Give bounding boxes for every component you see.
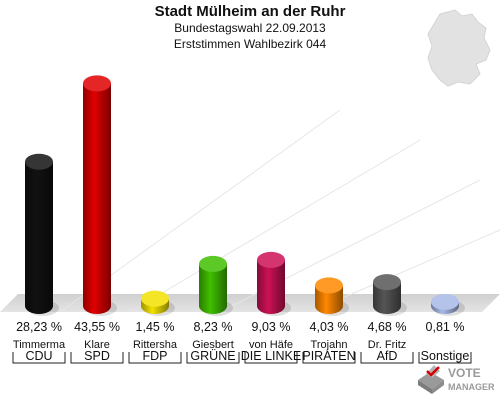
chart-subtitle-2: Erststimmen Wahlbezirk 044 (173, 37, 327, 51)
watermark-logo: VOTE MANAGER (418, 365, 495, 394)
party-bracket (12, 352, 66, 364)
party-label-group: CDU (12, 349, 66, 364)
candidate-label: Dr. Fritz (368, 339, 407, 351)
bar-afd (373, 274, 407, 316)
candidate-label: von Häfe (249, 339, 293, 351)
party-label: CDU (25, 349, 52, 363)
candidate-label: Trojahn (311, 339, 348, 351)
party-bracket (128, 352, 182, 364)
candidate-label: Rittersha (133, 339, 178, 351)
value-label: 9,03 % (252, 320, 291, 334)
ballot-box-icon (418, 365, 444, 394)
watermark-line2: MANAGER (448, 382, 495, 392)
bar-sonstige (431, 293, 465, 316)
candidate-label: Giesbert (192, 339, 234, 351)
value-label: 1,45 % (136, 320, 175, 334)
party-label: FDP (143, 349, 168, 363)
watermark-line1: VOTE (448, 366, 481, 380)
party-label: PIRATEN (302, 349, 355, 363)
party-label-group: PIRATEN (302, 349, 356, 364)
chart-subtitle: Bundestagswahl 22.09.2013 (174, 21, 326, 35)
party-bracket (244, 352, 298, 364)
value-label: 4,03 % (310, 320, 349, 334)
germany-map-icon (427, 9, 491, 87)
party-label-group: FDP (128, 349, 182, 364)
bar-fdp (141, 290, 175, 316)
party-label-group: SPD (70, 349, 124, 364)
value-label: 43,55 % (74, 320, 120, 334)
party-label-group: GRÜNE (186, 349, 240, 364)
bar-die-linke (257, 251, 291, 316)
bar-grüne (199, 255, 233, 316)
value-label: 0,81 % (426, 320, 465, 334)
party-label: SPD (84, 349, 110, 363)
value-label: 8,23 % (194, 320, 233, 334)
candidate-label: Klare (84, 339, 110, 351)
party-bracket (302, 352, 356, 364)
party-bracket (360, 352, 414, 364)
party-label: DIE LINKE (241, 349, 301, 363)
party-label: GRÜNE (190, 349, 235, 363)
chart-title: Stadt Mülheim an der Ruhr (154, 3, 346, 20)
bar-cdu (25, 153, 59, 316)
value-label: 28,23 % (16, 320, 62, 334)
candidate-label: Timmerma (13, 339, 66, 351)
party-label: AfD (377, 349, 398, 363)
bar-piraten (315, 277, 349, 316)
party-bracket (70, 352, 124, 364)
party-bracket (418, 352, 472, 364)
party-label-group: DIE LINKE (241, 349, 301, 364)
value-label: 4,68 % (368, 320, 407, 334)
bar-spd (83, 75, 117, 316)
party-label: Sonstige (421, 349, 470, 363)
party-bracket (186, 352, 240, 364)
party-label-group: Sonstige (418, 349, 472, 364)
party-label-group: AfD (360, 349, 414, 364)
